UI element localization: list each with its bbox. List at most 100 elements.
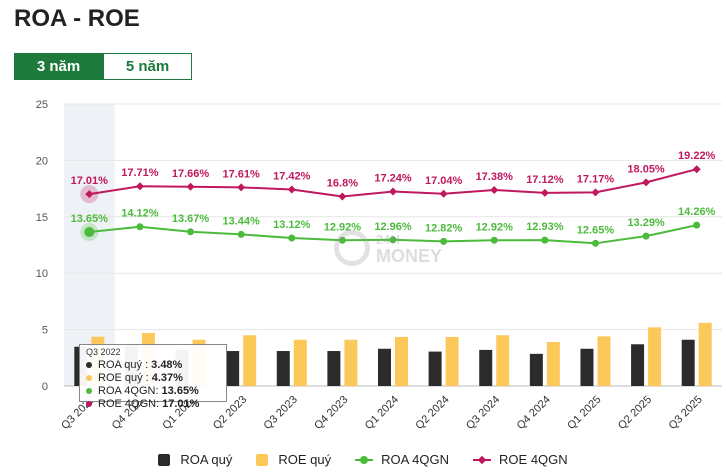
bar-roa-quarter[interactable]: [479, 349, 493, 386]
point-roe-4q[interactable]: [439, 189, 448, 198]
bar-roa-quarter[interactable]: [631, 344, 645, 386]
legend-item-roe-q[interactable]: ROE quý: [256, 452, 331, 467]
chart-legend: ROA quý ROE quý ROA 4QGN ROE 4QGN: [0, 452, 726, 467]
legend-label: ROA 4QGN: [381, 452, 450, 467]
tab-3-years[interactable]: 3 năm: [14, 53, 103, 80]
x-tick-label: Q4 2023: [312, 394, 350, 432]
tooltip-value: 17.01%: [162, 397, 200, 410]
dot-icon: [86, 387, 92, 394]
point-roa-4q[interactable]: [440, 237, 448, 245]
point-roe-4q[interactable]: [389, 187, 397, 196]
watermark-line2: MONEY: [376, 246, 443, 266]
data-label-roa-4q: 12.93%: [526, 221, 564, 233]
bar-roe-quarter[interactable]: [597, 336, 611, 386]
x-tick-label: Q3 2023: [262, 394, 300, 432]
tooltip-value: 13.65%: [161, 384, 199, 397]
point-roe-4q[interactable]: [287, 185, 296, 194]
point-roe-4q[interactable]: [186, 182, 195, 191]
data-label-roe-4q: 19.22%: [678, 150, 716, 162]
square-icon: [158, 453, 171, 466]
point-roe-4q[interactable]: [540, 188, 549, 197]
x-tick-label: Q3 2024: [464, 394, 502, 432]
point-roa-4q[interactable]: [237, 230, 245, 238]
bar-roe-quarter[interactable]: [344, 339, 358, 386]
point-roa-4q[interactable]: [288, 234, 296, 242]
data-label-roa-4q: 13.67%: [172, 213, 210, 225]
data-label-roa-4q: 13.12%: [273, 219, 311, 231]
y-tick-label: 0: [42, 381, 48, 393]
chart-tooltip: Q3 2022 ROA quý : 3.48% ROE quý : 4.37% …: [79, 344, 227, 410]
data-label-roa-4q: 12.65%: [577, 224, 615, 236]
point-roe-4q[interactable]: [338, 192, 347, 201]
data-label-roe-4q: 17.66%: [172, 168, 210, 180]
bar-roe-quarter[interactable]: [546, 342, 560, 386]
point-roe-4q[interactable]: [490, 185, 499, 194]
watermark-line1: 24H: [376, 232, 400, 247]
point-roa-4q[interactable]: [591, 239, 599, 247]
bar-roa-quarter[interactable]: [226, 351, 240, 386]
y-tick-label: 15: [36, 212, 48, 224]
point-roa-4q[interactable]: [693, 221, 701, 229]
data-label-roa-4q: 12.92%: [476, 221, 514, 233]
bar-roa-quarter[interactable]: [580, 348, 594, 386]
point-roa-4q[interactable]: [389, 236, 397, 244]
tooltip-row-roe-q: ROE quý : 4.37%: [86, 371, 220, 384]
point-roe-4q[interactable]: [692, 165, 701, 174]
point-roa-4q[interactable]: [490, 236, 498, 244]
bar-roe-quarter[interactable]: [395, 336, 408, 386]
point-roe-4q[interactable]: [237, 183, 246, 192]
tooltip-label: ROE quý :: [98, 371, 149, 384]
bar-roe-quarter[interactable]: [698, 322, 712, 386]
data-label-roe-4q: 18.05%: [627, 163, 665, 175]
bar-roe-quarter[interactable]: [445, 336, 459, 386]
bar-roa-quarter[interactable]: [529, 353, 543, 386]
point-roa-4q[interactable]: [541, 236, 549, 244]
bar-roa-quarter[interactable]: [681, 339, 695, 386]
bar-roe-quarter[interactable]: [293, 339, 307, 386]
x-tick-label: Q2 2025: [616, 394, 654, 432]
tooltip-label: ROE 4QGN:: [98, 397, 160, 410]
bar-roa-quarter[interactable]: [276, 351, 290, 386]
bar-roa-quarter[interactable]: [428, 351, 442, 386]
tab-5-years[interactable]: 5 năm: [103, 53, 192, 80]
point-roa-4q[interactable]: [187, 228, 195, 236]
data-label-roa-4q: 13.29%: [627, 217, 665, 229]
point-roe-4q[interactable]: [591, 188, 600, 197]
tooltip-row-roa-4q: ROA 4QGN: 13.65%: [86, 384, 220, 397]
point-roe-4q[interactable]: [642, 178, 651, 187]
legend-item-roe-4q[interactable]: ROE 4QGN: [473, 452, 568, 467]
data-label-roa-4q: 14.12%: [121, 208, 159, 220]
legend-label: ROA quý: [180, 452, 233, 467]
bar-roe-quarter[interactable]: [496, 335, 510, 386]
data-label-roe-4q: 17.01%: [71, 175, 109, 187]
dot-icon: [86, 361, 92, 368]
tooltip-title: Q3 2022: [86, 347, 121, 357]
data-label-roe-4q: 17.42%: [273, 171, 311, 183]
bar-roe-quarter[interactable]: [648, 327, 662, 386]
x-tick-label: Q3 2025: [666, 394, 704, 432]
page-title: ROA - ROE: [14, 5, 140, 32]
point-roe-4q[interactable]: [135, 182, 144, 191]
dot-icon: [86, 400, 92, 407]
data-label-roe-4q: 17.12%: [526, 174, 564, 186]
point-roa-4q[interactable]: [84, 227, 95, 238]
point-roa-4q[interactable]: [136, 223, 144, 231]
legend-item-roa-4q[interactable]: ROA 4QGN: [355, 452, 449, 467]
dot-icon: [86, 374, 92, 381]
data-label-roe-4q: 17.71%: [121, 167, 159, 179]
x-tick-label: Q2 2024: [413, 394, 451, 432]
square-icon: [256, 453, 269, 466]
bar-roa-quarter[interactable]: [378, 348, 391, 386]
period-tabs: 3 năm 5 năm: [14, 53, 192, 80]
tooltip-label: ROA 4QGN:: [98, 384, 159, 397]
bar-roa-quarter[interactable]: [327, 351, 341, 386]
data-label-roe-4q: 17.38%: [476, 171, 514, 183]
hover-highlight-band: [64, 104, 115, 386]
y-tick-label: 20: [36, 155, 48, 167]
point-roa-4q[interactable]: [642, 232, 650, 240]
point-roe-4q[interactable]: [85, 190, 94, 199]
legend-label: ROE 4QGN: [499, 452, 568, 467]
bar-roe-quarter[interactable]: [243, 335, 257, 386]
legend-item-roa-q[interactable]: ROA quý: [158, 452, 232, 467]
watermark-logo: 24H MONEY: [334, 230, 442, 266]
